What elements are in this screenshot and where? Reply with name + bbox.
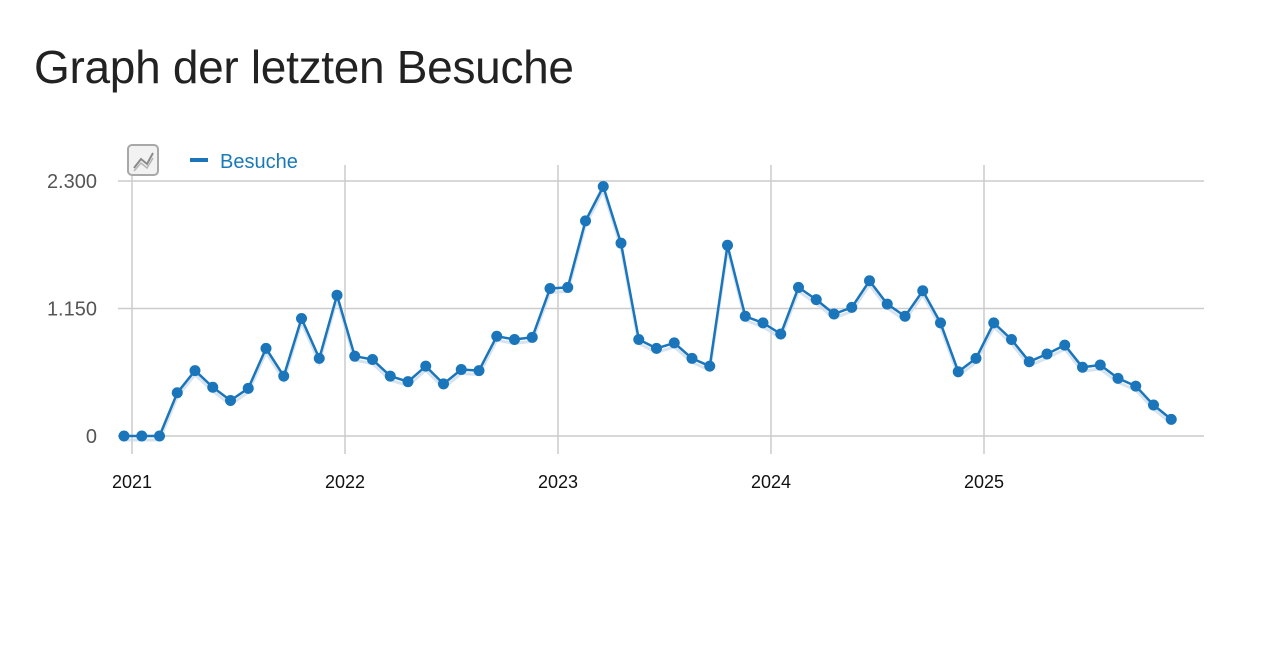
y-tick-label: 1.150 <box>47 299 97 321</box>
data-point[interactable] <box>722 239 733 251</box>
data-point[interactable] <box>136 430 148 442</box>
data-point[interactable] <box>917 285 929 297</box>
data-point[interactable] <box>544 283 556 295</box>
data-point[interactable] <box>154 430 165 442</box>
data-point[interactable] <box>402 376 414 388</box>
x-tick-label: 2022 <box>325 472 365 492</box>
y-axis-labels: 0 1.150 2.300 <box>47 171 97 448</box>
data-point[interactable] <box>207 381 219 393</box>
data-point[interactable] <box>899 310 911 322</box>
data-point[interactable] <box>633 334 645 346</box>
series-line <box>124 185 1173 438</box>
data-point[interactable] <box>757 317 769 329</box>
x-tick-label: 2024 <box>751 472 791 492</box>
data-point[interactable] <box>509 334 520 346</box>
data-point[interactable] <box>704 360 716 372</box>
data-point[interactable] <box>668 337 680 349</box>
data-point[interactable] <box>952 366 964 378</box>
data-point[interactable] <box>189 365 201 377</box>
data-point[interactable] <box>1059 339 1071 351</box>
data-point[interactable] <box>739 310 751 322</box>
data-point[interactable] <box>580 215 591 227</box>
data-point[interactable] <box>775 328 787 340</box>
x-tick-label: 2025 <box>964 472 1004 492</box>
line-chart-icon-stroke-2 <box>133 157 154 172</box>
data-point[interactable] <box>455 363 467 375</box>
line-chart-icon-stroke <box>133 152 154 169</box>
y-tick-label: 2.300 <box>47 171 97 193</box>
data-point[interactable] <box>615 237 627 249</box>
data-point[interactable] <box>562 281 574 293</box>
legend-swatch <box>190 158 208 162</box>
data-point[interactable] <box>988 317 1000 329</box>
data-point[interactable] <box>1165 413 1177 425</box>
data-point[interactable] <box>864 275 875 287</box>
x-tick-label: 2021 <box>112 472 152 492</box>
x-axis-labels: 2021 2022 2023 2024 2025 <box>112 472 1004 492</box>
series-besuche <box>118 181 1177 442</box>
data-point[interactable] <box>313 352 325 364</box>
data-point[interactable] <box>651 342 662 354</box>
data-point[interactable] <box>1006 334 1017 346</box>
data-point[interactable] <box>420 360 432 372</box>
data-point[interactable] <box>242 382 254 394</box>
data-point[interactable] <box>331 289 343 301</box>
data-point[interactable] <box>491 330 503 342</box>
data-point[interactable] <box>349 350 361 362</box>
gridlines <box>118 165 1204 454</box>
data-point[interactable] <box>260 342 272 354</box>
data-point[interactable] <box>828 308 840 320</box>
data-point[interactable] <box>881 298 893 310</box>
data-point[interactable] <box>473 365 485 377</box>
data-point[interactable] <box>296 312 307 324</box>
data-point[interactable] <box>384 370 396 382</box>
data-point[interactable] <box>1148 399 1159 411</box>
data-point[interactable] <box>118 430 130 442</box>
legend[interactable]: Besuche <box>127 144 298 176</box>
data-point[interactable] <box>846 301 858 313</box>
data-point[interactable] <box>1077 361 1088 373</box>
x-tick-label: 2023 <box>538 472 578 492</box>
data-point[interactable] <box>597 181 609 193</box>
data-point[interactable] <box>438 378 449 390</box>
page-title: Graph der letzten Besuche <box>34 41 574 93</box>
data-point[interactable] <box>526 331 538 343</box>
data-point[interactable] <box>1041 348 1053 360</box>
data-point[interactable] <box>278 370 290 382</box>
y-tick-label: 0 <box>86 426 97 448</box>
legend-label[interactable]: Besuche <box>220 151 298 173</box>
data-point[interactable] <box>1094 359 1106 371</box>
data-point[interactable] <box>793 281 804 293</box>
data-point[interactable] <box>686 352 698 364</box>
data-point[interactable] <box>1130 380 1142 392</box>
data-point[interactable] <box>935 317 946 329</box>
data-point[interactable] <box>1112 372 1124 384</box>
data-point[interactable] <box>225 395 236 407</box>
series-line-shadow <box>124 186 1173 442</box>
data-point[interactable] <box>367 354 378 365</box>
data-point[interactable] <box>1023 356 1035 368</box>
data-point[interactable] <box>970 352 982 364</box>
data-point[interactable] <box>810 294 822 306</box>
data-point[interactable] <box>171 387 183 399</box>
